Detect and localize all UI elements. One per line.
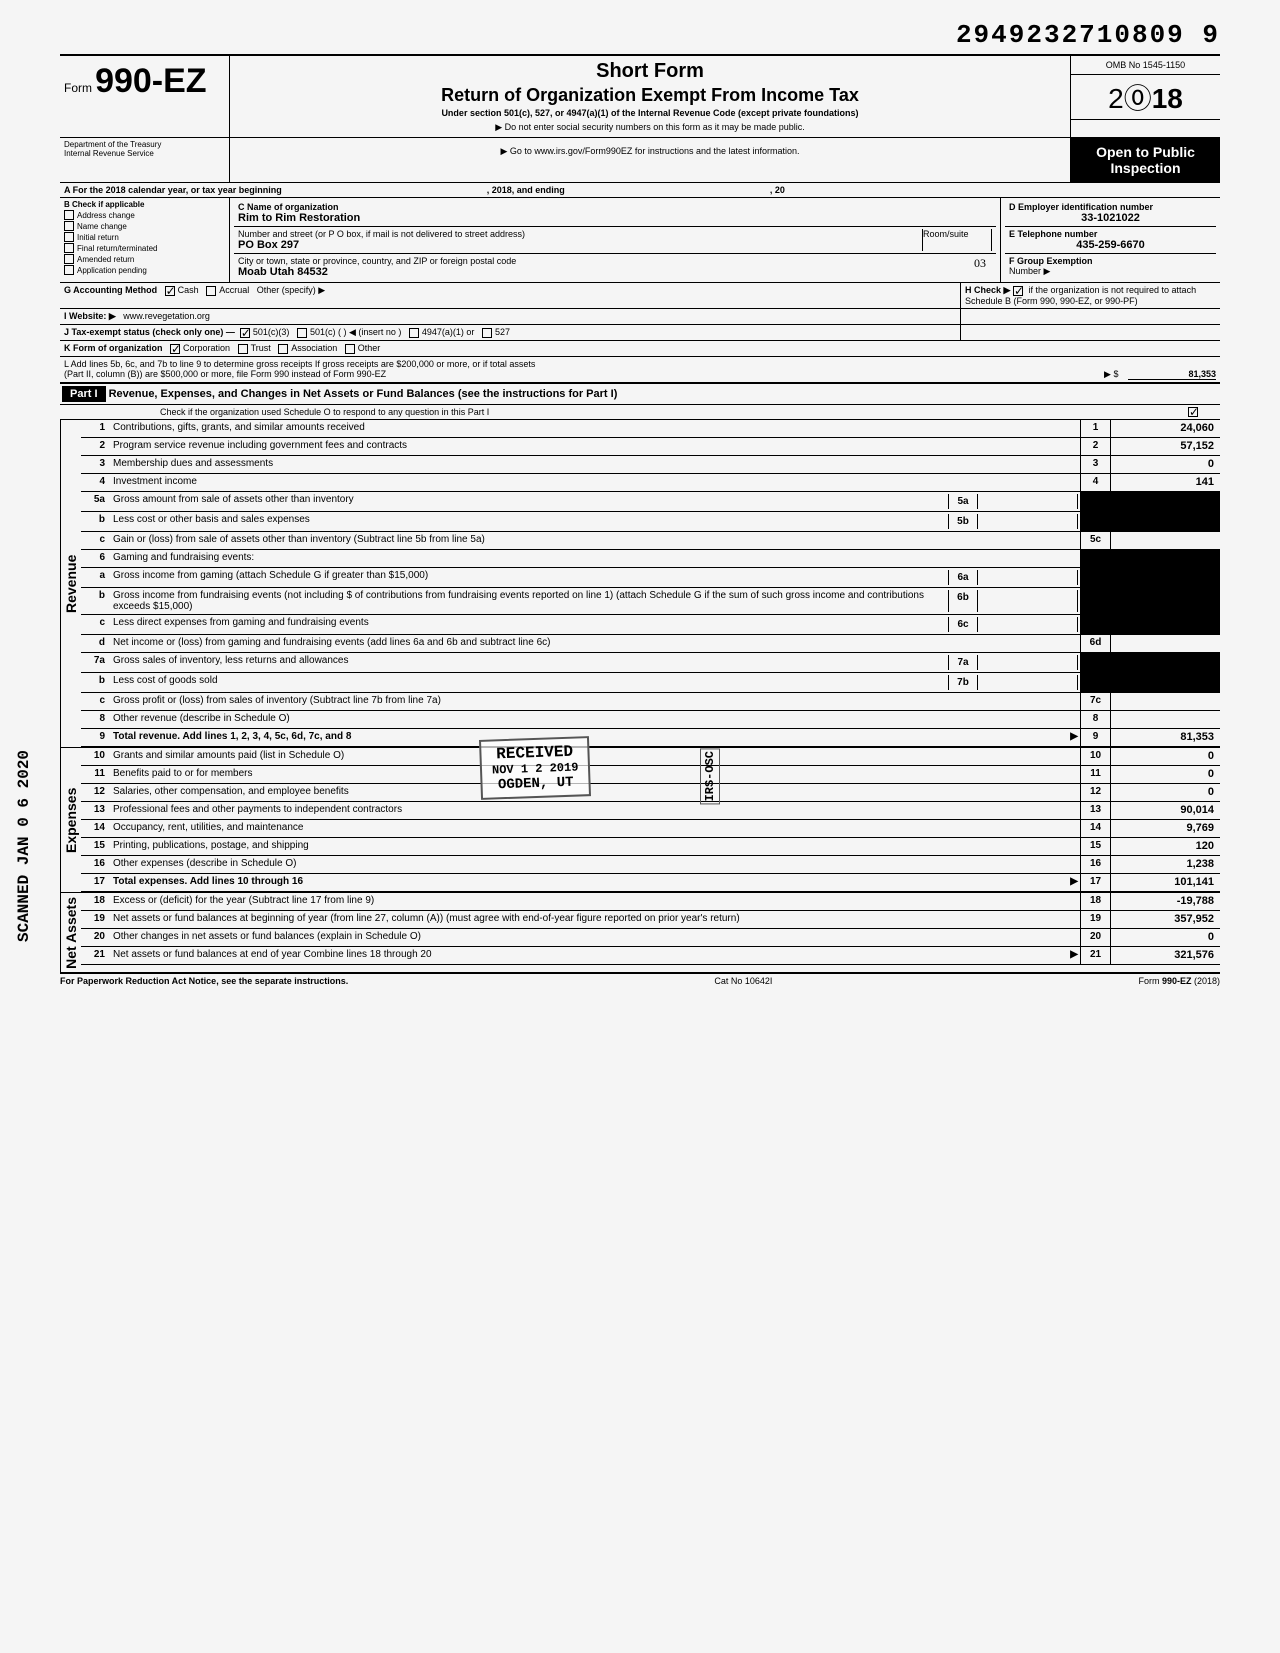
ein-value: 33-1021022 — [1009, 212, 1212, 224]
dept-label: Department of the Treasury — [64, 140, 225, 149]
form-line-6: 6Gaming and fundraising events: — [81, 550, 1220, 568]
form-line-b: bGross income from fundraising events (n… — [81, 588, 1220, 615]
form-number: 990-EZ — [95, 62, 207, 100]
expenses-label: Expenses — [60, 748, 81, 892]
org-name: Rim to Rim Restoration — [238, 212, 992, 224]
chk-other[interactable] — [345, 344, 355, 354]
city-label: City or town, state or province, country… — [238, 256, 992, 266]
chk-accrual[interactable] — [206, 286, 216, 296]
form-line-18: 18Excess or (deficit) for the year (Subt… — [81, 893, 1220, 911]
handwritten-note: 03 — [974, 256, 986, 271]
form-line-9: 9Total revenue. Add lines 1, 2, 3, 4, 5c… — [81, 729, 1220, 747]
chk-4947[interactable] — [409, 328, 419, 338]
form-line-8: 8Other revenue (describe in Schedule O)8 — [81, 711, 1220, 729]
chk-address-change[interactable] — [64, 210, 74, 220]
form-line-c: cGain or (loss) from sale of assets othe… — [81, 532, 1220, 550]
phone-value: 435-259-6670 — [1009, 239, 1212, 251]
chk-initial-return[interactable] — [64, 232, 74, 242]
chk-501c3[interactable] — [240, 328, 250, 338]
part-1-header: Part I Revenue, Expenses, and Changes in… — [60, 384, 1220, 405]
tax-year: 2⓪18 — [1071, 75, 1220, 120]
chk-schedule-b[interactable] — [1013, 286, 1023, 296]
document-number: 2949232710809 9 — [60, 20, 1220, 50]
section-b: B Check if applicable Address change Nam… — [60, 198, 230, 282]
section-i: I Website: ▶ www.revegetation.org — [60, 309, 960, 324]
section-g: G Accounting Method Cash Accrual Other (… — [60, 283, 960, 308]
instruction-2: ▶ Go to www.irs.gov/Form990EZ for instru… — [240, 146, 1060, 157]
omb-number: OMB No 1545-1150 — [1071, 56, 1220, 75]
irs-label: Internal Revenue Service — [64, 149, 225, 158]
revenue-label: Revenue — [60, 420, 81, 747]
org-address: PO Box 297 — [238, 239, 922, 251]
form-line-d: dNet income or (loss) from gaming and fu… — [81, 635, 1220, 653]
open-public-label: Open to Public Inspection — [1071, 138, 1220, 182]
net-assets-label: Net Assets — [60, 893, 81, 973]
chk-amended[interactable] — [64, 254, 74, 264]
org-city: Moab Utah 84532 — [238, 266, 992, 278]
received-stamp: RECEIVED NOV 1 2 2019 OGDEN, UT — [479, 736, 591, 800]
form-line-11: 11Benefits paid to or for members110 — [81, 766, 1220, 784]
form-line-7a: 7aGross sales of inventory, less returns… — [81, 653, 1220, 673]
form-line-20: 20Other changes in net assets or fund ba… — [81, 929, 1220, 947]
chk-527[interactable] — [482, 328, 492, 338]
line-a: A For the 2018 calendar year, or tax yea… — [60, 183, 1220, 197]
schedule-o-check-line: Check if the organization used Schedule … — [160, 407, 489, 417]
form-line-13: 13Professional fees and other payments t… — [81, 802, 1220, 820]
return-title: Return of Organization Exempt From Incom… — [240, 85, 1060, 106]
form-prefix: Form — [64, 81, 92, 95]
chk-app-pending[interactable] — [64, 265, 74, 275]
form-line-12: 12Salaries, other compensation, and empl… — [81, 784, 1220, 802]
instruction-1: ▶ Do not enter social security numbers o… — [240, 122, 1060, 133]
section-c-label: C Name of organization — [238, 202, 992, 212]
form-line-b: bLess cost or other basis and sales expe… — [81, 512, 1220, 532]
section-l: L Add lines 5b, 6c, and 7b to line 9 to … — [60, 357, 1220, 382]
form-line-19: 19Net assets or fund balances at beginni… — [81, 911, 1220, 929]
scanned-stamp: SCANNED JAN 0 6 2020 — [15, 750, 33, 942]
page-footer: For Paperwork Reduction Act Notice, see … — [60, 974, 1220, 988]
form-line-a: aGross income from gaming (attach Schedu… — [81, 568, 1220, 588]
section-e-label: E Telephone number — [1009, 229, 1212, 239]
form-line-b: bLess cost of goods sold7b — [81, 673, 1220, 693]
form-header: Form 990-EZ Short Form Return of Organiz… — [60, 56, 1220, 138]
room-label: Room/suite — [923, 229, 991, 239]
subtitle: Under section 501(c), 527, or 4947(a)(1)… — [240, 108, 1060, 118]
section-f-label: F Group Exemption — [1009, 256, 1212, 266]
form-line-17: 17Total expenses. Add lines 10 through 1… — [81, 874, 1220, 892]
addr-label: Number and street (or P O box, if mail i… — [238, 229, 922, 239]
form-line-c: cLess direct expenses from gaming and fu… — [81, 615, 1220, 635]
form-line-10: 10Grants and similar amounts paid (list … — [81, 748, 1220, 766]
chk-corporation[interactable] — [170, 344, 180, 354]
irs-osc-stamp: IRS-OSC — [700, 748, 720, 804]
section-k: K Form of organization Corporation Trust… — [60, 341, 1220, 356]
form-line-2: 2Program service revenue including gover… — [81, 438, 1220, 456]
chk-association[interactable] — [278, 344, 288, 354]
chk-cash[interactable] — [165, 286, 175, 296]
form-line-3: 3Membership dues and assessments30 — [81, 456, 1220, 474]
short-form-label: Short Form — [240, 60, 1060, 83]
chk-schedule-o[interactable] — [1188, 407, 1198, 417]
form-line-5a: 5aGross amount from sale of assets other… — [81, 492, 1220, 512]
form-line-c: cGross profit or (loss) from sales of in… — [81, 693, 1220, 711]
section-j: J Tax-exempt status (check only one) — 5… — [60, 325, 960, 340]
form-line-14: 14Occupancy, rent, utilities, and mainte… — [81, 820, 1220, 838]
section-h: H Check ▶ if the organization is not req… — [960, 283, 1220, 308]
section-d-label: D Employer identification number — [1009, 202, 1212, 212]
form-line-15: 15Printing, publications, postage, and s… — [81, 838, 1220, 856]
form-line-21: 21Net assets or fund balances at end of … — [81, 947, 1220, 965]
chk-name-change[interactable] — [64, 221, 74, 231]
form-line-16: 16Other expenses (describe in Schedule O… — [81, 856, 1220, 874]
form-line-1: 1Contributions, gifts, grants, and simil… — [81, 420, 1220, 438]
chk-trust[interactable] — [238, 344, 248, 354]
chk-501c[interactable] — [297, 328, 307, 338]
form-line-4: 4Investment income4141 — [81, 474, 1220, 492]
section-f-sub: Number ▶ — [1009, 266, 1212, 277]
chk-final-return[interactable] — [64, 243, 74, 253]
